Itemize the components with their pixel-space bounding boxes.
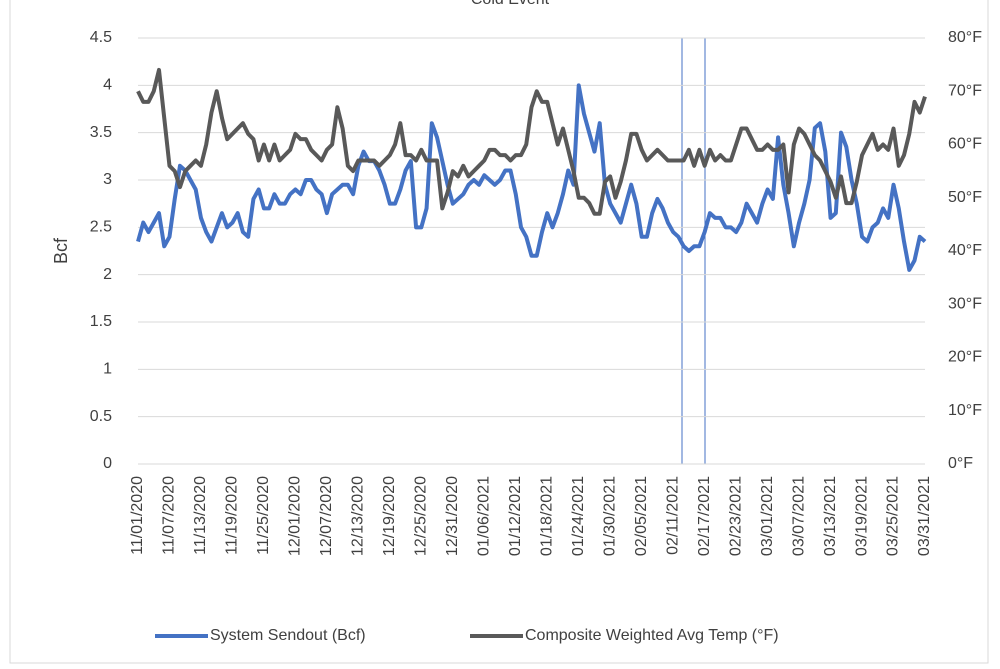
y-tick-label: 3 xyxy=(103,171,112,188)
y-tick-label: 1 xyxy=(103,361,112,378)
x-tick-label: 12/19/2020 xyxy=(381,476,398,556)
y2-tick-label: 10°F xyxy=(948,402,982,419)
y-tick-label: 0.5 xyxy=(90,408,112,425)
x-tick-label: 03/01/2021 xyxy=(759,476,776,556)
y2-tick-label: 50°F xyxy=(948,189,982,206)
y2-tick-label: 20°F xyxy=(948,349,982,366)
x-tick-label: 11/25/2020 xyxy=(255,476,272,555)
x-tick-label: 01/06/2021 xyxy=(475,476,492,556)
x-tick-label: 01/24/2021 xyxy=(570,476,587,556)
x-tick-label: 11/07/2020 xyxy=(161,476,178,555)
series-line xyxy=(136,83,927,272)
x-tick-label: 11/19/2020 xyxy=(224,476,241,555)
x-tick-label: 03/07/2021 xyxy=(790,476,807,556)
x-tick-label: 02/05/2021 xyxy=(633,476,650,556)
x-tick-label: 03/19/2021 xyxy=(853,476,870,556)
x-tick-label: 12/07/2020 xyxy=(318,476,335,556)
series-line xyxy=(136,67,927,216)
y-tick-label: 2.5 xyxy=(90,219,112,236)
y2-tick-label: 80°F xyxy=(948,29,982,46)
y2-tick-label: 0°F xyxy=(948,455,973,472)
x-tick-label: 12/25/2020 xyxy=(413,476,430,556)
x-tick-label: 02/11/2021 xyxy=(664,476,681,555)
y-tick-label: 4 xyxy=(103,77,112,94)
y-axis-label: Bcf xyxy=(51,237,71,264)
x-tick-label: 11/13/2020 xyxy=(192,476,209,555)
legend-label: Composite Weighted Avg Temp (°F) xyxy=(525,627,779,644)
y-tick-label: 4.5 xyxy=(90,29,112,46)
y-tick-label: 3.5 xyxy=(90,124,112,141)
x-tick-label: 02/23/2021 xyxy=(727,476,744,556)
y-tick-label: 2 xyxy=(103,266,112,283)
legend-label: System Sendout (Bcf) xyxy=(210,627,366,644)
chart-frame xyxy=(9,0,989,664)
x-tick-label: 03/31/2021 xyxy=(916,476,933,556)
x-tick-label: 03/13/2021 xyxy=(822,476,839,556)
x-tick-label: 12/01/2020 xyxy=(287,476,304,556)
x-tick-label: 01/12/2021 xyxy=(507,476,524,556)
x-tick-label: 02/17/2021 xyxy=(696,476,713,556)
x-tick-label: 01/18/2021 xyxy=(538,476,555,556)
y2-tick-label: 70°F xyxy=(948,82,982,99)
x-tick-label: 01/30/2021 xyxy=(601,476,618,556)
y-tick-label: 1.5 xyxy=(90,313,112,330)
y-tick-label: 0 xyxy=(103,455,112,472)
x-tick-label: 11/01/2020 xyxy=(129,476,146,555)
y2-tick-label: 40°F xyxy=(948,242,982,259)
x-tick-label: 12/13/2020 xyxy=(350,476,367,556)
x-tick-label: 03/25/2021 xyxy=(885,476,902,556)
y2-tick-label: 30°F xyxy=(948,295,982,312)
y2-tick-label: 60°F xyxy=(948,136,982,153)
chart-title: Cold Event xyxy=(471,0,550,8)
x-tick-label: 12/31/2020 xyxy=(444,476,461,556)
